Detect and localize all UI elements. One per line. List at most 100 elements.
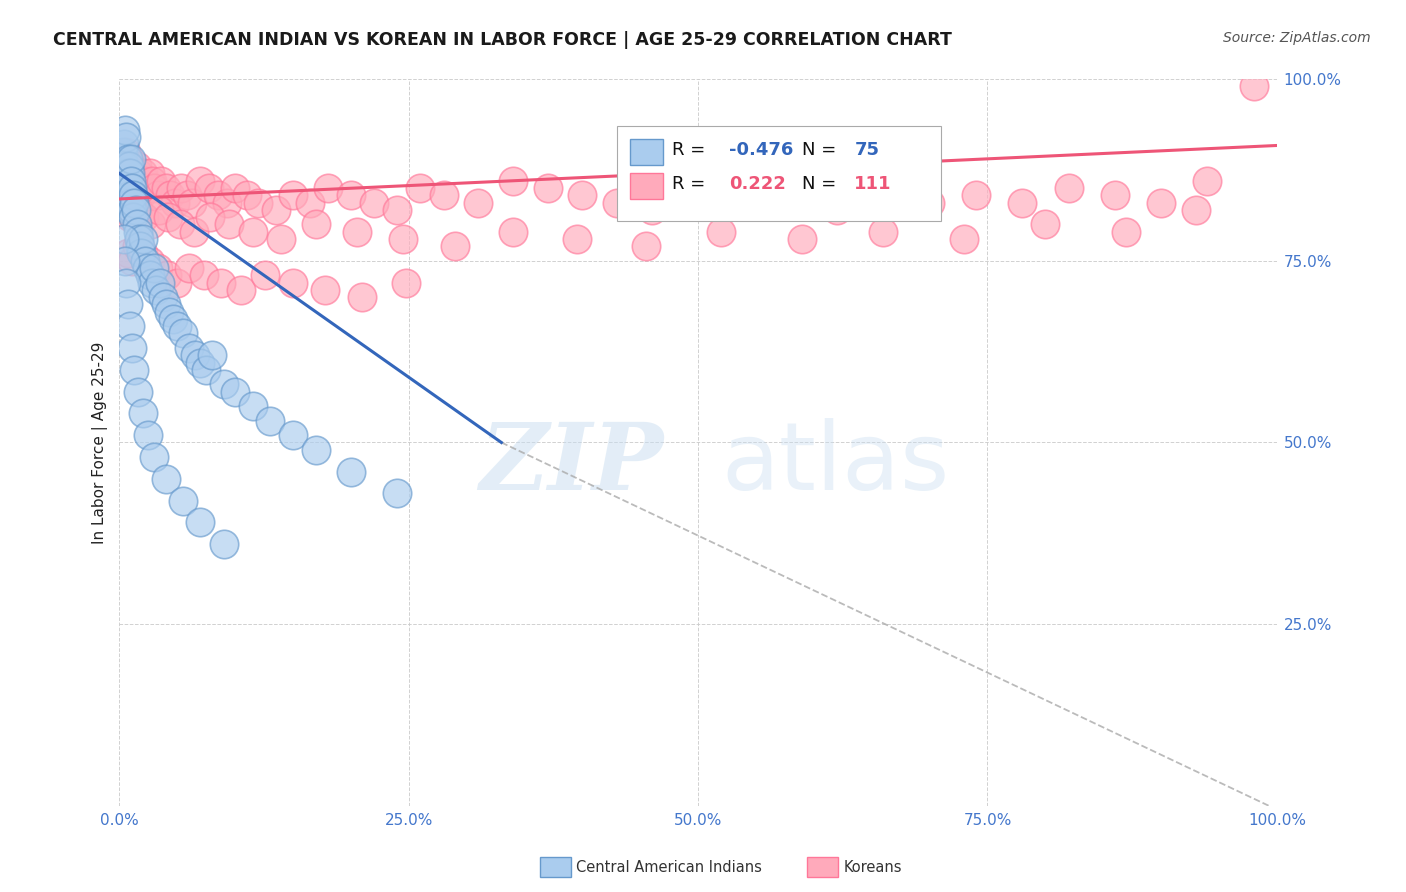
Point xyxy=(114,159,136,173)
Point xyxy=(688,181,710,195)
Point xyxy=(131,246,153,260)
Point xyxy=(111,145,134,159)
Point xyxy=(115,174,138,188)
Point xyxy=(872,225,894,239)
Point xyxy=(169,218,191,232)
Point xyxy=(502,225,524,239)
Point xyxy=(177,260,200,275)
Point xyxy=(155,181,177,195)
Point xyxy=(606,195,628,210)
Point xyxy=(409,181,432,195)
Text: CENTRAL AMERICAN INDIAN VS KOREAN IN LABOR FORCE | AGE 25-29 CORRELATION CHART: CENTRAL AMERICAN INDIAN VS KOREAN IN LAB… xyxy=(53,31,952,49)
Point xyxy=(117,166,139,180)
Point xyxy=(125,239,148,253)
Point xyxy=(190,516,212,530)
Point xyxy=(432,188,454,202)
Point xyxy=(1243,79,1265,94)
Point xyxy=(166,276,188,290)
Point xyxy=(953,232,976,246)
Point xyxy=(138,253,160,268)
Point xyxy=(131,246,153,260)
Point xyxy=(127,166,149,180)
Point xyxy=(131,188,153,202)
Point xyxy=(143,260,166,275)
Point xyxy=(281,428,304,442)
Y-axis label: In Labor Force | Age 25-29: In Labor Force | Age 25-29 xyxy=(93,342,108,544)
Point xyxy=(121,181,143,195)
Point xyxy=(131,406,153,420)
Point xyxy=(281,276,304,290)
Point xyxy=(111,159,134,173)
Point xyxy=(162,312,184,326)
Point xyxy=(641,202,664,217)
Point xyxy=(872,188,894,202)
Point xyxy=(148,202,170,217)
Point xyxy=(305,442,328,457)
Point xyxy=(259,414,281,428)
Point xyxy=(918,195,941,210)
Text: R =: R = xyxy=(672,176,716,194)
Point xyxy=(157,210,180,224)
Point xyxy=(129,239,152,253)
Point xyxy=(779,195,801,210)
Point xyxy=(1197,174,1219,188)
Point xyxy=(112,166,135,180)
Point xyxy=(114,253,136,268)
Point xyxy=(115,145,138,159)
Point xyxy=(247,195,270,210)
Point xyxy=(792,232,814,246)
Point xyxy=(149,276,172,290)
Point xyxy=(111,152,134,166)
Point xyxy=(155,297,177,311)
Point xyxy=(395,276,418,290)
Point xyxy=(207,188,229,202)
Point xyxy=(1104,188,1126,202)
Point xyxy=(127,384,149,399)
Point xyxy=(125,159,148,173)
Point xyxy=(176,188,198,202)
Point xyxy=(212,377,235,392)
Text: N =: N = xyxy=(803,141,842,160)
FancyBboxPatch shape xyxy=(630,138,664,165)
Point xyxy=(138,268,160,283)
Point xyxy=(198,210,221,224)
Point xyxy=(155,472,177,486)
Point xyxy=(131,232,153,246)
Point xyxy=(316,181,339,195)
Text: 75: 75 xyxy=(855,141,879,160)
Point xyxy=(166,319,188,334)
Point xyxy=(121,166,143,180)
Point xyxy=(115,202,138,217)
Point xyxy=(197,181,219,195)
Point xyxy=(314,283,336,297)
Text: 0.222: 0.222 xyxy=(730,176,786,194)
Point xyxy=(229,283,252,297)
Point xyxy=(299,195,322,210)
Point xyxy=(143,181,166,195)
Point xyxy=(112,232,135,246)
Point xyxy=(124,195,146,210)
Point xyxy=(281,188,304,202)
Point xyxy=(118,181,141,195)
Point xyxy=(121,341,143,355)
Point xyxy=(571,188,593,202)
Text: R =: R = xyxy=(672,141,710,160)
Point xyxy=(120,174,142,188)
Point xyxy=(127,225,149,239)
Point xyxy=(114,174,136,188)
Point xyxy=(159,188,181,202)
Text: N =: N = xyxy=(803,176,842,194)
Point xyxy=(122,210,145,224)
Point xyxy=(242,399,264,413)
Point xyxy=(112,137,135,152)
Point xyxy=(212,537,235,551)
Point xyxy=(193,268,215,283)
Text: Source: ZipAtlas.com: Source: ZipAtlas.com xyxy=(1223,31,1371,45)
Point xyxy=(467,195,489,210)
Point xyxy=(1150,195,1173,210)
Point xyxy=(120,159,142,173)
Point xyxy=(565,232,588,246)
Point xyxy=(132,210,155,224)
Text: atlas: atlas xyxy=(721,418,949,510)
Point xyxy=(146,188,169,202)
